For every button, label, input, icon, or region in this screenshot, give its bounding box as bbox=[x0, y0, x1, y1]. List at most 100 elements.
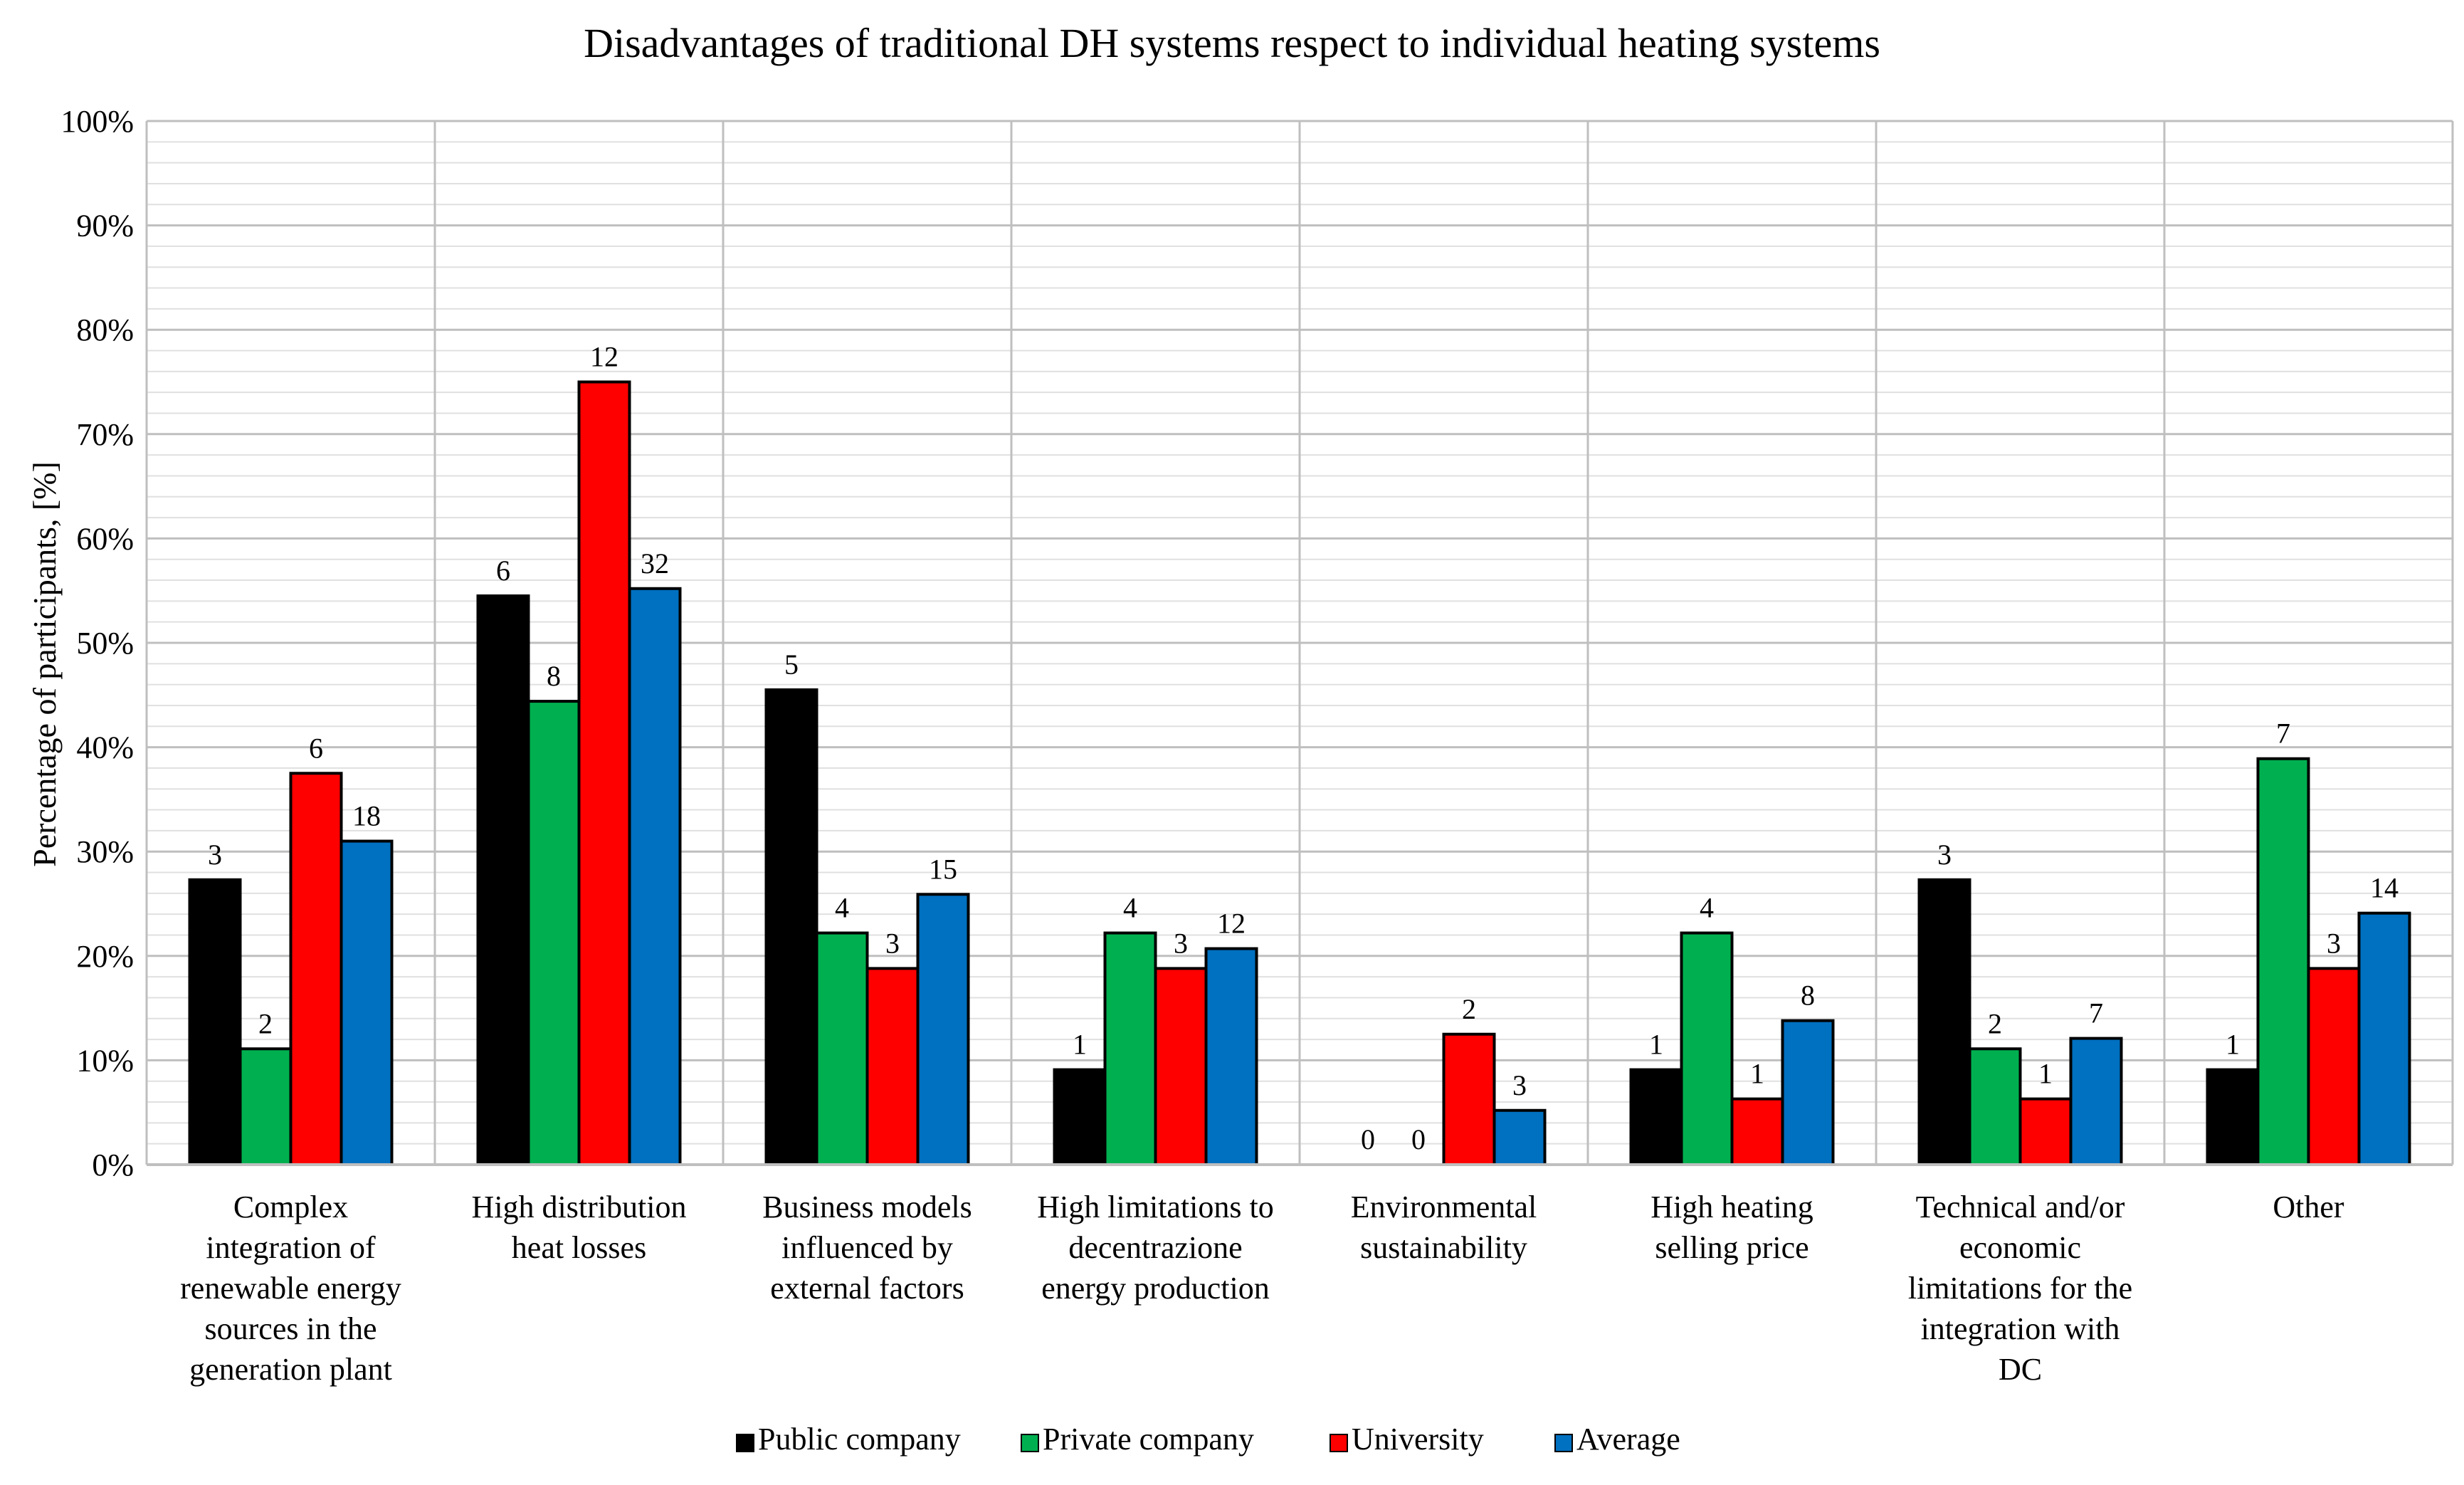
category-label-line: external factors bbox=[770, 1271, 964, 1306]
data-label: 12 bbox=[1217, 908, 1246, 940]
legend-swatch bbox=[1330, 1434, 1348, 1452]
data-label: 6 bbox=[309, 732, 323, 764]
data-label: 18 bbox=[352, 800, 381, 832]
bar bbox=[2357, 911, 2411, 1166]
data-label: 8 bbox=[547, 660, 561, 692]
data-label: 12 bbox=[590, 341, 618, 373]
data-label: 7 bbox=[2276, 718, 2290, 750]
bar bbox=[238, 1047, 293, 1167]
category-label: High distribution heat losses bbox=[472, 1190, 687, 1265]
y-tick-label: 30% bbox=[76, 834, 134, 869]
legend-swatch bbox=[736, 1434, 754, 1452]
data-label: 2 bbox=[1988, 1007, 2002, 1039]
data-label: 2 bbox=[1462, 993, 1476, 1025]
bar bbox=[289, 772, 343, 1166]
category-label-line: renewable energy bbox=[180, 1271, 401, 1306]
bar bbox=[916, 893, 970, 1167]
bars-group bbox=[188, 380, 2411, 1167]
category-label: Technical and/or economic limitations for … bbox=[1908, 1190, 2132, 1387]
category-label-line: Technical and/or bbox=[1916, 1190, 2125, 1224]
category-dividers bbox=[145, 121, 2454, 1165]
bar bbox=[2307, 967, 2361, 1166]
category-label-line: limitations for the bbox=[1908, 1271, 2132, 1306]
category-label-line: High limitations to bbox=[1037, 1190, 1273, 1224]
data-label: 3 bbox=[1512, 1069, 1527, 1101]
data-label: 3 bbox=[2327, 927, 2341, 959]
y-axis-ticks: 0% 10% 20% 30% 40% 50% 60% 70% 80% 90% 100% bbox=[60, 104, 134, 1182]
category-label-line: High distribution bbox=[472, 1190, 687, 1224]
data-label: 4 bbox=[1123, 892, 1137, 924]
data-label: 32 bbox=[641, 547, 669, 579]
data-label: 1 bbox=[2226, 1029, 2240, 1061]
bar bbox=[1053, 1068, 1107, 1166]
category-label: High limitations to decentrazione energy p… bbox=[1037, 1190, 1273, 1306]
bar bbox=[815, 931, 869, 1166]
data-label: 3 bbox=[885, 927, 900, 959]
bar bbox=[188, 878, 242, 1166]
category-label-line: Other bbox=[2273, 1190, 2344, 1224]
legend-swatch bbox=[1021, 1434, 1039, 1452]
data-label: 14 bbox=[2370, 872, 2399, 904]
data-label: 3 bbox=[1174, 927, 1188, 959]
bar bbox=[865, 967, 920, 1166]
category-label-line: economic bbox=[1959, 1230, 2081, 1265]
y-tick-label: 80% bbox=[76, 313, 134, 347]
y-axis-label: Percentage of participants, [%] bbox=[26, 461, 63, 867]
y-tick-label: 20% bbox=[76, 939, 134, 974]
bar bbox=[339, 839, 394, 1167]
y-tick-label: 90% bbox=[76, 209, 134, 243]
category-label-line: integration of bbox=[206, 1230, 376, 1265]
bar bbox=[764, 688, 818, 1166]
bar bbox=[2069, 1037, 2123, 1167]
category-label-line: influenced by bbox=[781, 1230, 953, 1265]
category-label-line: selling price bbox=[1655, 1230, 1808, 1265]
bar bbox=[1917, 878, 1971, 1166]
bar bbox=[2018, 1097, 2073, 1166]
chart-title: Disadvantages of traditional DH systems … bbox=[584, 20, 1880, 66]
y-tick-label: 100% bbox=[60, 104, 134, 139]
legend-swatch bbox=[1554, 1434, 1573, 1452]
data-label: 1 bbox=[1750, 1058, 1764, 1090]
bar bbox=[527, 700, 581, 1166]
bar bbox=[1103, 931, 1157, 1166]
data-label: 3 bbox=[1937, 839, 1952, 871]
legend-label: Average bbox=[1576, 1422, 1680, 1457]
category-label-line: High heating bbox=[1650, 1190, 1813, 1224]
category-label-line: sustainability bbox=[1360, 1230, 1527, 1265]
data-label: 1 bbox=[1073, 1029, 1087, 1061]
bar bbox=[1680, 931, 1734, 1166]
data-label: 1 bbox=[2038, 1058, 2053, 1090]
data-label: 7 bbox=[2089, 997, 2103, 1029]
bar bbox=[1968, 1047, 2022, 1167]
legend-label: Public company bbox=[758, 1422, 961, 1457]
category-label: Business models influenced by external fac… bbox=[762, 1190, 972, 1306]
bar bbox=[1629, 1068, 1683, 1166]
bar bbox=[2256, 757, 2310, 1166]
legend-label: Private company bbox=[1043, 1422, 1254, 1457]
y-tick-label: 70% bbox=[76, 417, 134, 452]
bar bbox=[1492, 1108, 1547, 1166]
data-label: 4 bbox=[835, 892, 849, 924]
category-label-line: energy production bbox=[1041, 1271, 1270, 1306]
bar bbox=[1730, 1097, 1784, 1166]
y-tick-label: 50% bbox=[76, 626, 134, 661]
data-label: 6 bbox=[496, 555, 510, 587]
category-label: Complex integration of renewable energy sou… bbox=[180, 1190, 401, 1387]
data-label: 2 bbox=[258, 1007, 273, 1039]
data-label: 4 bbox=[1700, 892, 1714, 924]
data-label: 3 bbox=[208, 839, 222, 871]
data-label: 0 bbox=[1411, 1123, 1426, 1155]
category-label-line: Complex bbox=[233, 1190, 348, 1224]
category-label: Other bbox=[2273, 1190, 2344, 1224]
bar bbox=[628, 587, 682, 1166]
y-tick-label: 10% bbox=[76, 1043, 134, 1078]
bar bbox=[1781, 1019, 1835, 1167]
category-label-line: DC bbox=[1999, 1352, 2042, 1387]
data-label: 5 bbox=[784, 649, 799, 681]
category-label-line: heat losses bbox=[512, 1230, 646, 1265]
category-label: High heating selling price bbox=[1650, 1190, 1813, 1265]
bar bbox=[2206, 1068, 2260, 1166]
